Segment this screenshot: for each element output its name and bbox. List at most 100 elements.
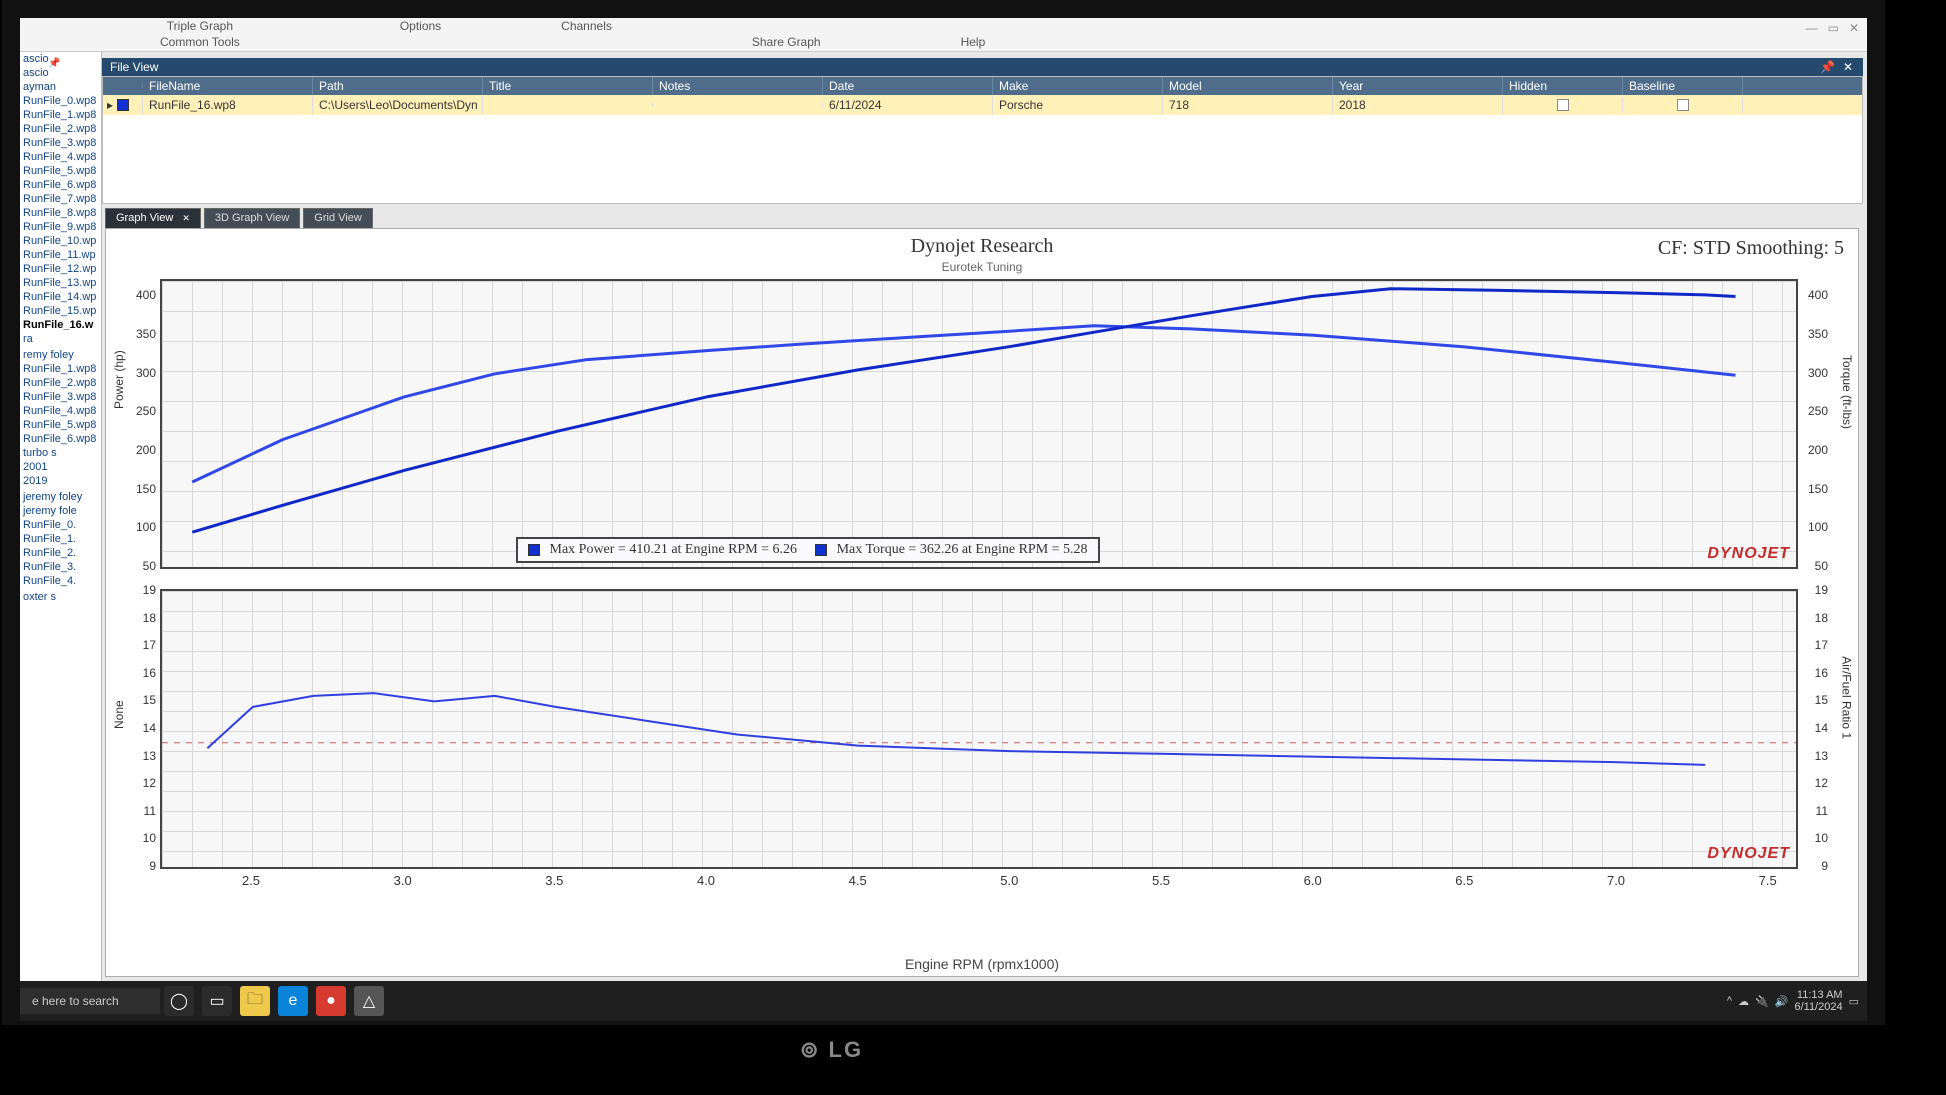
tree-item[interactable]: RunFile_9.wp8 (20, 220, 101, 234)
explorer-icon[interactable]: 🗀 (240, 986, 270, 1016)
y-tick: 50 (1815, 559, 1828, 573)
x-tick: 5.5 (1152, 873, 1170, 888)
tree-item[interactable]: RunFile_1. (20, 532, 101, 546)
taskview-icon[interactable]: ▭ (202, 986, 232, 1016)
tree-item[interactable]: RunFile_15.wp (20, 304, 101, 318)
tree-item[interactable]: ayman (20, 80, 101, 94)
tree-item[interactable]: 2019 (20, 474, 101, 488)
tree-item[interactable]: RunFile_5.wp8 (20, 164, 101, 178)
col-notes[interactable]: Notes (653, 77, 823, 95)
tree-item[interactable]: RunFile_4.wp8 (20, 150, 101, 164)
fileview-pin-icon[interactable]: 📌 (48, 58, 60, 69)
tray-cloud-icon[interactable]: ☁ (1738, 995, 1749, 1008)
menu-common-tools[interactable]: Common Tools (160, 35, 240, 49)
tab-graph-view[interactable]: Graph View ✕ (105, 208, 201, 228)
col-make[interactable]: Make (993, 77, 1163, 95)
y-tick: 11 (1816, 804, 1828, 818)
maximize-icon[interactable]: ▭ (1828, 21, 1839, 35)
notifications-icon[interactable]: ▭ (1849, 995, 1859, 1008)
tray-power-icon[interactable]: 🔌 (1755, 995, 1769, 1008)
tree-item[interactable]: RunFile_2. (20, 546, 101, 560)
file-grid-row[interactable]: ▸ RunFile_16.wp8 C:\Users\Leo\Documents\… (103, 95, 1862, 115)
fileview-close2-icon[interactable]: ✕ (1843, 60, 1853, 74)
tree-item[interactable]: RunFile_5.wp8 (20, 418, 101, 432)
col-date[interactable]: Date (823, 77, 993, 95)
afr-plot[interactable]: DYNOJET (160, 589, 1798, 869)
tree-item[interactable]: jeremy foley (20, 490, 101, 504)
col-baseline[interactable]: Baseline (1623, 77, 1743, 95)
tree-item[interactable]: RunFile_10.wp (20, 234, 101, 248)
menu-triple-graph[interactable]: Triple Graph (167, 19, 233, 33)
tree-item[interactable]: RunFile_3.wp8 (20, 136, 101, 150)
run-color-chip[interactable] (117, 99, 129, 111)
col-path[interactable]: Path (313, 77, 483, 95)
tab-grid-view[interactable]: Grid View (303, 208, 372, 228)
tree-item[interactable]: RunFile_0. (20, 518, 101, 532)
tree-item[interactable]: turbo s (20, 446, 101, 460)
chart-legend: Max Power = 410.21 at Engine RPM = 6.26 … (516, 537, 1100, 563)
tree-item[interactable]: RunFile_12.wp (20, 262, 101, 276)
edge-icon[interactable]: e (278, 986, 308, 1016)
ylabel-none: None (112, 700, 126, 729)
cell-make: Porsche (993, 96, 1163, 114)
app-icon[interactable]: △ (354, 986, 384, 1016)
tree-item[interactable]: 2001 (20, 460, 101, 474)
col-model[interactable]: Model (1163, 77, 1333, 95)
col-hidden[interactable]: Hidden (1503, 77, 1623, 95)
tree-item[interactable]: RunFile_6.wp8 (20, 432, 101, 446)
tree-item[interactable]: RunFile_2.wp8 (20, 376, 101, 390)
y-tick: 100 (132, 520, 156, 534)
taskbar-search[interactable]: e here to search (20, 988, 160, 1014)
y-tick: 250 (132, 404, 156, 418)
tree-item[interactable]: oxter s (20, 590, 101, 604)
tab-3d-graph-view[interactable]: 3D Graph View (204, 208, 300, 228)
tree-item[interactable]: RunFile_1.wp8 (20, 108, 101, 122)
legend-torque-swatch (815, 544, 827, 556)
tree-item[interactable]: RunFile_0.wp8 (20, 94, 101, 108)
tree-item[interactable]: remy foley (20, 348, 101, 362)
tree-item[interactable]: RunFile_13.wp (20, 276, 101, 290)
menu-channels[interactable]: Channels (561, 19, 612, 33)
tree-item[interactable]: RunFile_16.w (20, 318, 101, 332)
y-tick: 17 (1815, 638, 1828, 652)
minimize-icon[interactable]: — (1806, 21, 1818, 35)
y-tick: 400 (1808, 288, 1828, 302)
col-filename[interactable]: FileName (143, 77, 313, 95)
tree-item[interactable]: RunFile_3. (20, 560, 101, 574)
tree-item[interactable]: RunFile_4.wp8 (20, 404, 101, 418)
tree-item[interactable]: RunFile_3.wp8 (20, 390, 101, 404)
baseline-checkbox[interactable] (1677, 99, 1689, 111)
tray-volume-icon[interactable]: 🔊 (1775, 995, 1789, 1008)
col-title[interactable]: Title (483, 77, 653, 95)
tree-item[interactable]: RunFile_8.wp8 (20, 206, 101, 220)
tree-item[interactable]: RunFile_1.wp8 (20, 362, 101, 376)
menu-share-graph[interactable]: Share Graph (752, 35, 821, 49)
tab-graph-view-close-icon[interactable]: ✕ (182, 213, 190, 223)
tree-item[interactable]: RunFile_4. (20, 574, 101, 588)
tree-item[interactable]: RunFile_6.wp8 (20, 178, 101, 192)
tree-item[interactable]: RunFile_7.wp8 (20, 192, 101, 206)
x-tick: 7.0 (1607, 873, 1625, 888)
row-expand-icon[interactable]: ▸ (107, 98, 113, 112)
menu-help[interactable]: Help (961, 35, 986, 49)
tree-item[interactable]: RunFile_14.wp (20, 290, 101, 304)
fileview-close-icon[interactable]: ✕ (66, 58, 74, 69)
fileview-pin2-icon[interactable]: 📌 (1820, 60, 1835, 74)
tree-item[interactable]: jeremy fole (20, 504, 101, 518)
tree-item[interactable]: ra (20, 332, 101, 346)
file-tree[interactable]: ascioascioaymanRunFile_0.wp8RunFile_1.wp… (20, 52, 102, 981)
taskbar-clock[interactable]: 11:13 AM 6/11/2024 (1794, 989, 1842, 1013)
tree-item[interactable]: RunFile_11.wp (20, 248, 101, 262)
x-axis-label: Engine RPM (rpmx1000) (106, 956, 1858, 972)
menu-options[interactable]: Options (400, 19, 441, 33)
x-tick: 6.5 (1455, 873, 1473, 888)
system-tray[interactable]: ^ ☁ 🔌 🔊 11:13 AM 6/11/2024 ▭ (1727, 989, 1859, 1013)
tree-item[interactable]: RunFile_2.wp8 (20, 122, 101, 136)
hidden-checkbox[interactable] (1557, 99, 1569, 111)
record-icon[interactable]: ● (316, 986, 346, 1016)
col-year[interactable]: Year (1333, 77, 1503, 95)
power-torque-plot[interactable]: DYNOJET (160, 279, 1798, 569)
cortana-icon[interactable]: ◯ (164, 986, 194, 1016)
tray-chevron-icon[interactable]: ^ (1727, 995, 1732, 1007)
close-icon[interactable]: ✕ (1849, 21, 1859, 35)
